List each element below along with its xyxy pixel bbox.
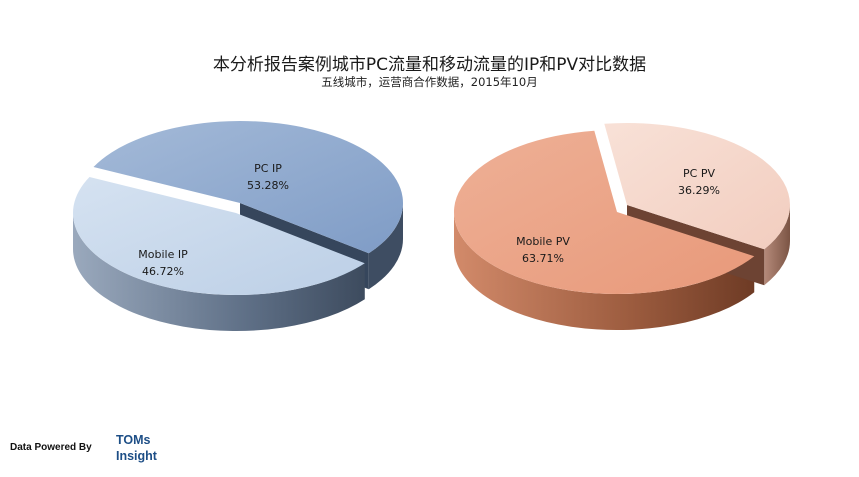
ip-mobile-side [73,213,365,331]
label-mobile-pv-value: 63.71% [522,252,564,265]
slice-pc-ip [93,120,404,254]
pv-pie-chart: PC PV 36.29% Mobile PV 63.71% [454,123,790,331]
label-mobile-pv-name: Mobile PV [516,235,570,248]
label-mobile-ip-value: 46.72% [142,265,184,278]
chart-title: 本分析报告案例城市PC流量和移动流量的IP和PV对比数据 [212,55,647,75]
toms-insight-logo: TOMs Insight [116,432,157,464]
label-pc-pv-value: 36.29% [678,184,720,197]
pv-mobile-side [454,212,755,331]
label-mobile-ip-name: Mobile IP [138,248,188,261]
ip-pc-side [368,203,403,290]
slice-mobile-ip [73,177,365,295]
brand-line-1: TOMs [116,433,151,447]
slice-pc-pv [604,123,790,250]
chart-subtitle: 五线城市，运营商合作数据，2015年10月 [321,75,538,89]
label-pc-pv-name: PC PV [683,167,715,180]
label-pc-ip-value: 53.28% [247,179,289,192]
label-pc-ip-name: PC IP [254,162,282,175]
brand-line-2: Insight [116,449,157,463]
pv-pc-side [764,205,790,286]
slice-mobile-pv [454,130,755,294]
data-powered-by-label: Data Powered By [10,442,92,453]
ip-pie-chart: PC IP 53.28% Mobile IP 46.72% [73,120,404,331]
